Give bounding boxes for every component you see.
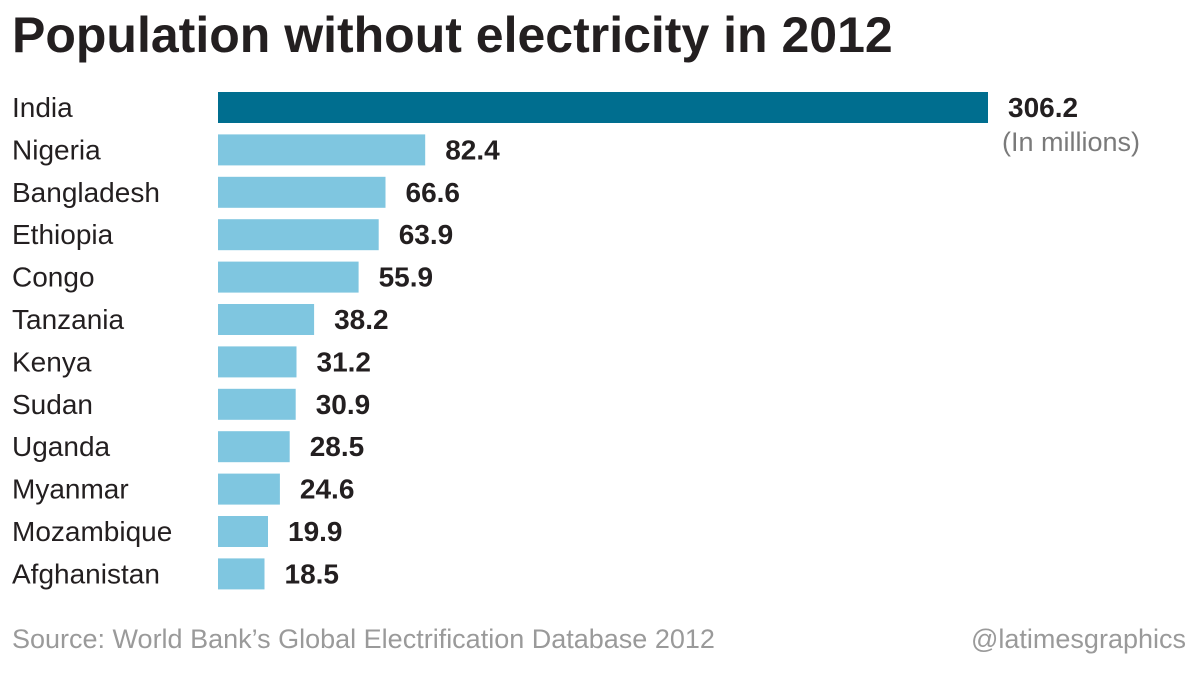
value-label-nigeria: 82.4 (445, 134, 500, 165)
bar-bangladesh (218, 176, 386, 208)
bar-kenya (218, 346, 297, 378)
bars-layer (218, 92, 988, 590)
bar-tanzania (218, 304, 315, 335)
credit-handle: @latimesgraphics (971, 624, 1186, 654)
bar-myanmar (218, 473, 280, 505)
value-label-myanmar: 24.6 (300, 474, 355, 505)
value-label-india: 306.2 (1008, 92, 1078, 123)
category-label-india: India (12, 92, 73, 123)
bar-uganda (218, 431, 290, 463)
category-label-afghanistan: Afghanistan (12, 558, 160, 589)
category-label-congo: Congo (12, 262, 95, 293)
category-label-uganda: Uganda (12, 431, 111, 462)
value-label-bangladesh: 66.6 (406, 177, 461, 208)
value-label-uganda: 28.5 (310, 431, 365, 462)
chart-title: Population without electricity in 2012 (12, 7, 893, 63)
bar-sudan (218, 388, 296, 420)
category-label-bangladesh: Bangladesh (12, 177, 160, 208)
category-label-nigeria: Nigeria (12, 134, 101, 165)
value-label-congo: 55.9 (379, 262, 434, 293)
labels-layer: India 306.2 Nigeria 82.4 Bangladesh 66.6 Ethio… (12, 92, 1140, 589)
category-label-myanmar: Myanmar (12, 474, 129, 505)
value-label-sudan: 30.9 (316, 389, 371, 420)
bar-india (218, 92, 988, 123)
category-label-sudan: Sudan (12, 389, 93, 420)
category-label-mozambique: Mozambique (12, 516, 172, 547)
value-label-ethiopia: 63.9 (399, 219, 454, 250)
unit-note: (In millions) (1002, 127, 1140, 157)
value-label-afghanistan: 18.5 (285, 558, 340, 589)
category-label-kenya: Kenya (12, 346, 92, 377)
bar-nigeria (218, 134, 426, 166)
value-label-mozambique: 19.9 (288, 516, 343, 547)
bar-ethiopia (218, 219, 379, 251)
bar-mozambique (218, 516, 268, 547)
value-label-kenya: 31.2 (317, 346, 372, 377)
bar-afghanistan (218, 558, 265, 590)
category-label-tanzania: Tanzania (12, 304, 125, 335)
bar-chart: India 306.2 Nigeria 82.4 Bangladesh 66.6 Ethio… (12, 92, 1140, 590)
value-label-tanzania: 38.2 (334, 304, 389, 335)
source-note: Source: World Bank’s Global Electrificat… (12, 624, 715, 654)
bar-congo (218, 261, 359, 293)
category-label-ethiopia: Ethiopia (12, 219, 114, 250)
